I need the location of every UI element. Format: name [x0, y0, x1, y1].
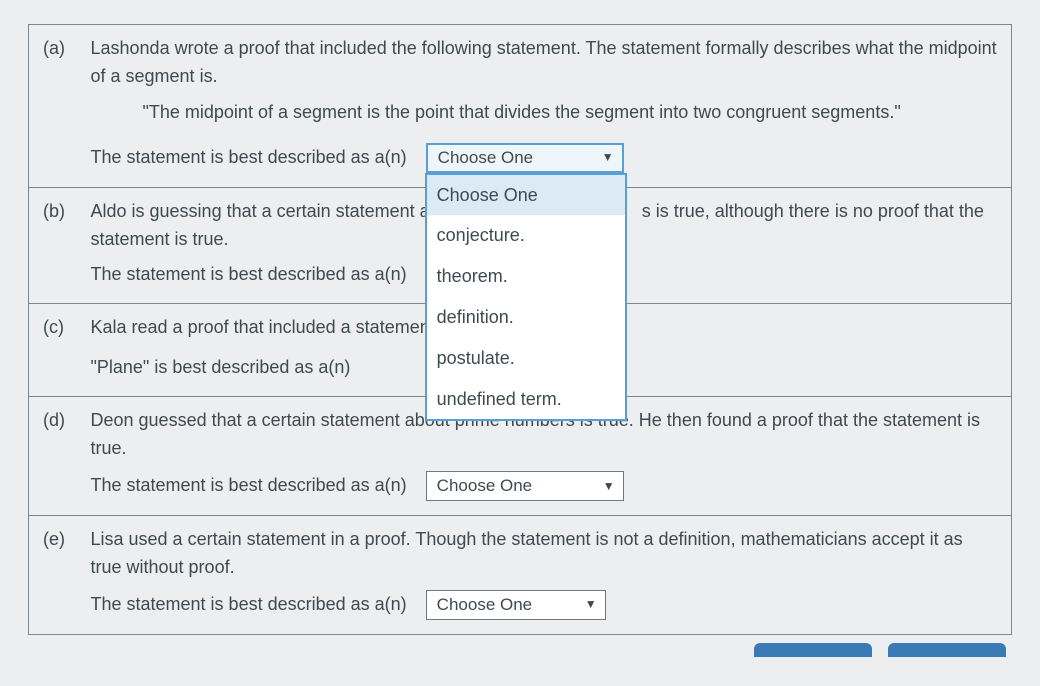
answer-prompt: The statement is best described as a(n) [91, 264, 407, 284]
select-box[interactable]: Choose One ▼ [426, 590, 606, 620]
chevron-down-icon: ▼ [603, 477, 615, 496]
question-content-a: Lashonda wrote a proof that included the… [77, 25, 1012, 188]
answer-prompt: The statement is best described as a(n) [91, 475, 407, 495]
question-label-a: (a) [29, 25, 77, 188]
question-label-e: (e) [29, 515, 77, 634]
answer-prompt: The statement is best described as a(n) [91, 146, 407, 166]
question-text: Lisa used a certain statement in a proof… [91, 526, 998, 582]
question-label-c: (c) [29, 304, 77, 397]
select-box[interactable]: Choose One ▼ [426, 471, 624, 501]
select-option[interactable]: definition. [427, 297, 625, 338]
question-content-e: Lisa used a certain statement in a proof… [77, 515, 1012, 634]
select-option[interactable]: Choose One [427, 175, 625, 216]
text-fragment: Aldo is guessing that a certain statemen… [91, 201, 430, 221]
answer-line: The statement is best described as a(n) … [91, 471, 998, 501]
question-row-a: (a) Lashonda wrote a proof that included… [29, 25, 1012, 188]
question-table: (a) Lashonda wrote a proof that included… [28, 24, 1012, 635]
question-row-e: (e) Lisa used a certain statement in a p… [29, 515, 1012, 634]
answer-line: The statement is best described as a(n) … [91, 143, 998, 173]
select-value: Choose One [437, 592, 532, 618]
question-label-d: (d) [29, 397, 77, 516]
chevron-down-icon: ▼ [585, 595, 597, 614]
action-button[interactable] [888, 643, 1006, 657]
question-quote: "The midpoint of a segment is the point … [91, 91, 998, 135]
answer-line: The statement is best described as a(n) … [91, 590, 998, 620]
answer-select-d[interactable]: Choose One ▼ [426, 471, 624, 501]
select-dropdown: Choose One conjecture. theorem. definiti… [425, 173, 627, 422]
select-option[interactable]: theorem. [427, 256, 625, 297]
button-row [28, 635, 1012, 657]
answer-select-a[interactable]: Choose One ▼ Choose One conjecture. theo… [426, 143, 624, 173]
select-option[interactable]: conjecture. [427, 215, 625, 256]
answer-prompt: "Plane" is best described as a(n) [91, 357, 351, 377]
select-option[interactable]: undefined term. [427, 379, 625, 420]
question-panel: (a) Lashonda wrote a proof that included… [0, 0, 1040, 667]
question-text: Lashonda wrote a proof that included the… [91, 35, 998, 91]
select-box[interactable]: Choose One ▼ [426, 143, 624, 173]
answer-prompt: The statement is best described as a(n) [91, 593, 407, 613]
chevron-down-icon: ▼ [602, 148, 614, 167]
select-option[interactable]: postulate. [427, 338, 625, 379]
question-label-b: (b) [29, 187, 77, 304]
action-button[interactable] [754, 643, 872, 657]
select-value: Choose One [437, 473, 532, 499]
select-value: Choose One [438, 145, 533, 171]
answer-select-e[interactable]: Choose One ▼ [426, 590, 606, 620]
